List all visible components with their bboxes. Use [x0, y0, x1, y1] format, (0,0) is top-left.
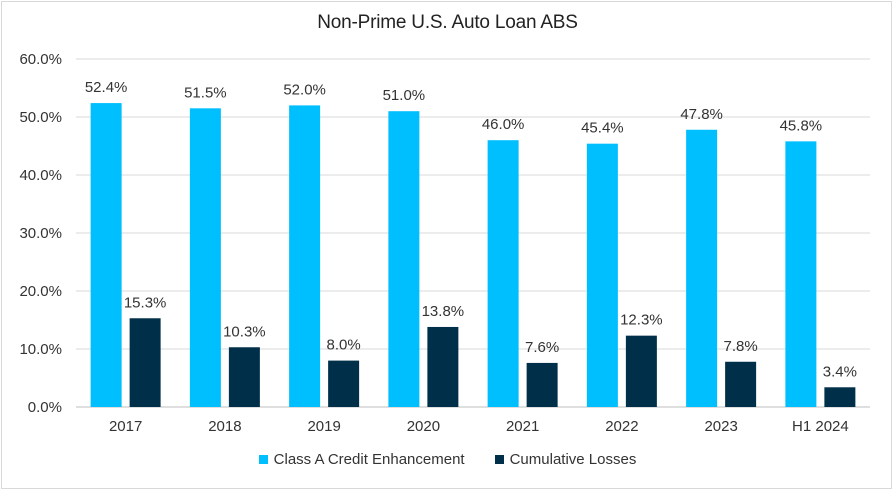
- legend: Class A Credit Enhancement Cumulative Lo…: [0, 451, 895, 468]
- legend-label-class-a: Class A Credit Enhancement: [273, 451, 465, 468]
- bar-class-a: [189, 108, 221, 408]
- data-label: 45.8%: [780, 117, 823, 134]
- legend-label-cumulative-losses: Cumulative Losses: [509, 451, 637, 468]
- bar-cumulative-losses: [328, 360, 360, 407]
- chart-title: Non-Prime U.S. Auto Loan ABS: [317, 12, 578, 33]
- x-tick-label: H1 2024: [792, 418, 849, 435]
- data-label: 52.4%: [85, 79, 128, 96]
- x-tick-label: 2023: [704, 418, 737, 435]
- y-tick-label: 40.0%: [19, 167, 62, 184]
- y-tick-label: 30.0%: [19, 225, 62, 242]
- y-tick-label: 0.0%: [28, 399, 62, 416]
- legend-item-class-a: Class A Credit Enhancement: [258, 451, 465, 468]
- y-tick-label: 20.0%: [19, 283, 62, 300]
- bar-class-a: [388, 111, 420, 407]
- y-tick-label: 60.0%: [19, 51, 62, 68]
- bar-cumulative-losses: [129, 318, 161, 407]
- x-tick-label: 2021: [506, 418, 539, 435]
- data-label: 10.3%: [223, 323, 266, 340]
- data-label: 52.0%: [283, 81, 326, 98]
- data-label: 51.5%: [184, 84, 227, 101]
- data-label: 51.0%: [383, 87, 426, 104]
- data-label: 46.0%: [482, 116, 525, 133]
- y-tick-label: 10.0%: [19, 341, 62, 358]
- bar-class-a: [586, 143, 618, 407]
- bar-cumulative-losses: [228, 347, 260, 407]
- bar-cumulative-losses: [526, 362, 558, 407]
- x-tick-label: 2022: [605, 418, 638, 435]
- data-label: 13.8%: [422, 303, 465, 320]
- x-tick-label: 2020: [407, 418, 440, 435]
- bar-class-a: [289, 105, 321, 408]
- bar-class-a: [487, 140, 519, 407]
- bar-cumulative-losses: [427, 326, 459, 407]
- bar-class-a: [785, 141, 817, 408]
- data-label: 7.6%: [525, 339, 559, 356]
- data-label: 47.8%: [680, 106, 723, 123]
- y-tick-label: 50.0%: [19, 109, 62, 126]
- legend-item-cumulative-losses: Cumulative Losses: [494, 451, 637, 468]
- bar-class-a: [90, 103, 122, 407]
- bar-cumulative-losses: [725, 361, 757, 407]
- x-tick-label: 2018: [208, 418, 241, 435]
- x-tick-label: 2019: [307, 418, 340, 435]
- data-label: 15.3%: [124, 294, 167, 311]
- data-label: 12.3%: [620, 312, 663, 329]
- bar-cumulative-losses: [824, 387, 856, 407]
- bar-class-a: [686, 129, 718, 407]
- bar-cumulative-losses: [625, 335, 657, 407]
- data-label: 7.8%: [724, 338, 758, 355]
- data-label: 45.4%: [581, 120, 624, 137]
- data-label: 8.0%: [327, 337, 361, 354]
- x-tick-label: 2017: [109, 418, 142, 435]
- legend-swatch-class-a: [258, 455, 268, 464]
- legend-swatch-cumulative-losses: [494, 455, 504, 464]
- data-label: 3.4%: [823, 363, 857, 380]
